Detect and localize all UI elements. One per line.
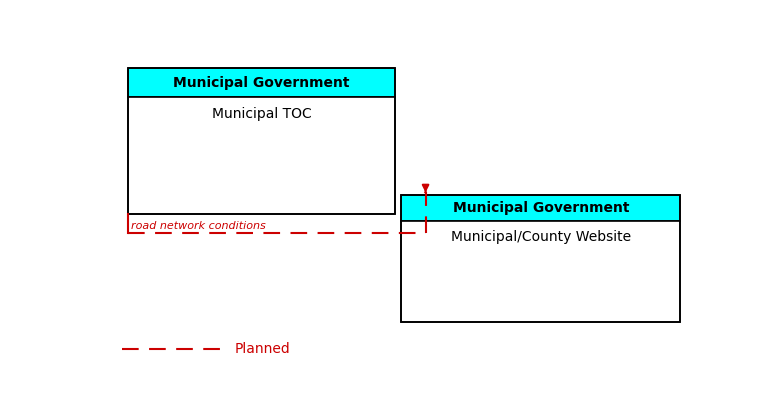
Bar — [128, 68, 395, 214]
Bar — [402, 221, 680, 322]
Text: Planned: Planned — [234, 342, 290, 356]
Text: Municipal Government: Municipal Government — [174, 76, 350, 90]
Bar — [402, 195, 680, 322]
Text: road network conditions: road network conditions — [132, 221, 266, 231]
Bar — [128, 68, 395, 97]
Text: Municipal/County Website: Municipal/County Website — [451, 230, 631, 244]
Text: Municipal Government: Municipal Government — [453, 201, 629, 215]
Bar — [402, 195, 680, 221]
Text: Municipal TOC: Municipal TOC — [212, 107, 312, 121]
Bar — [128, 97, 395, 214]
